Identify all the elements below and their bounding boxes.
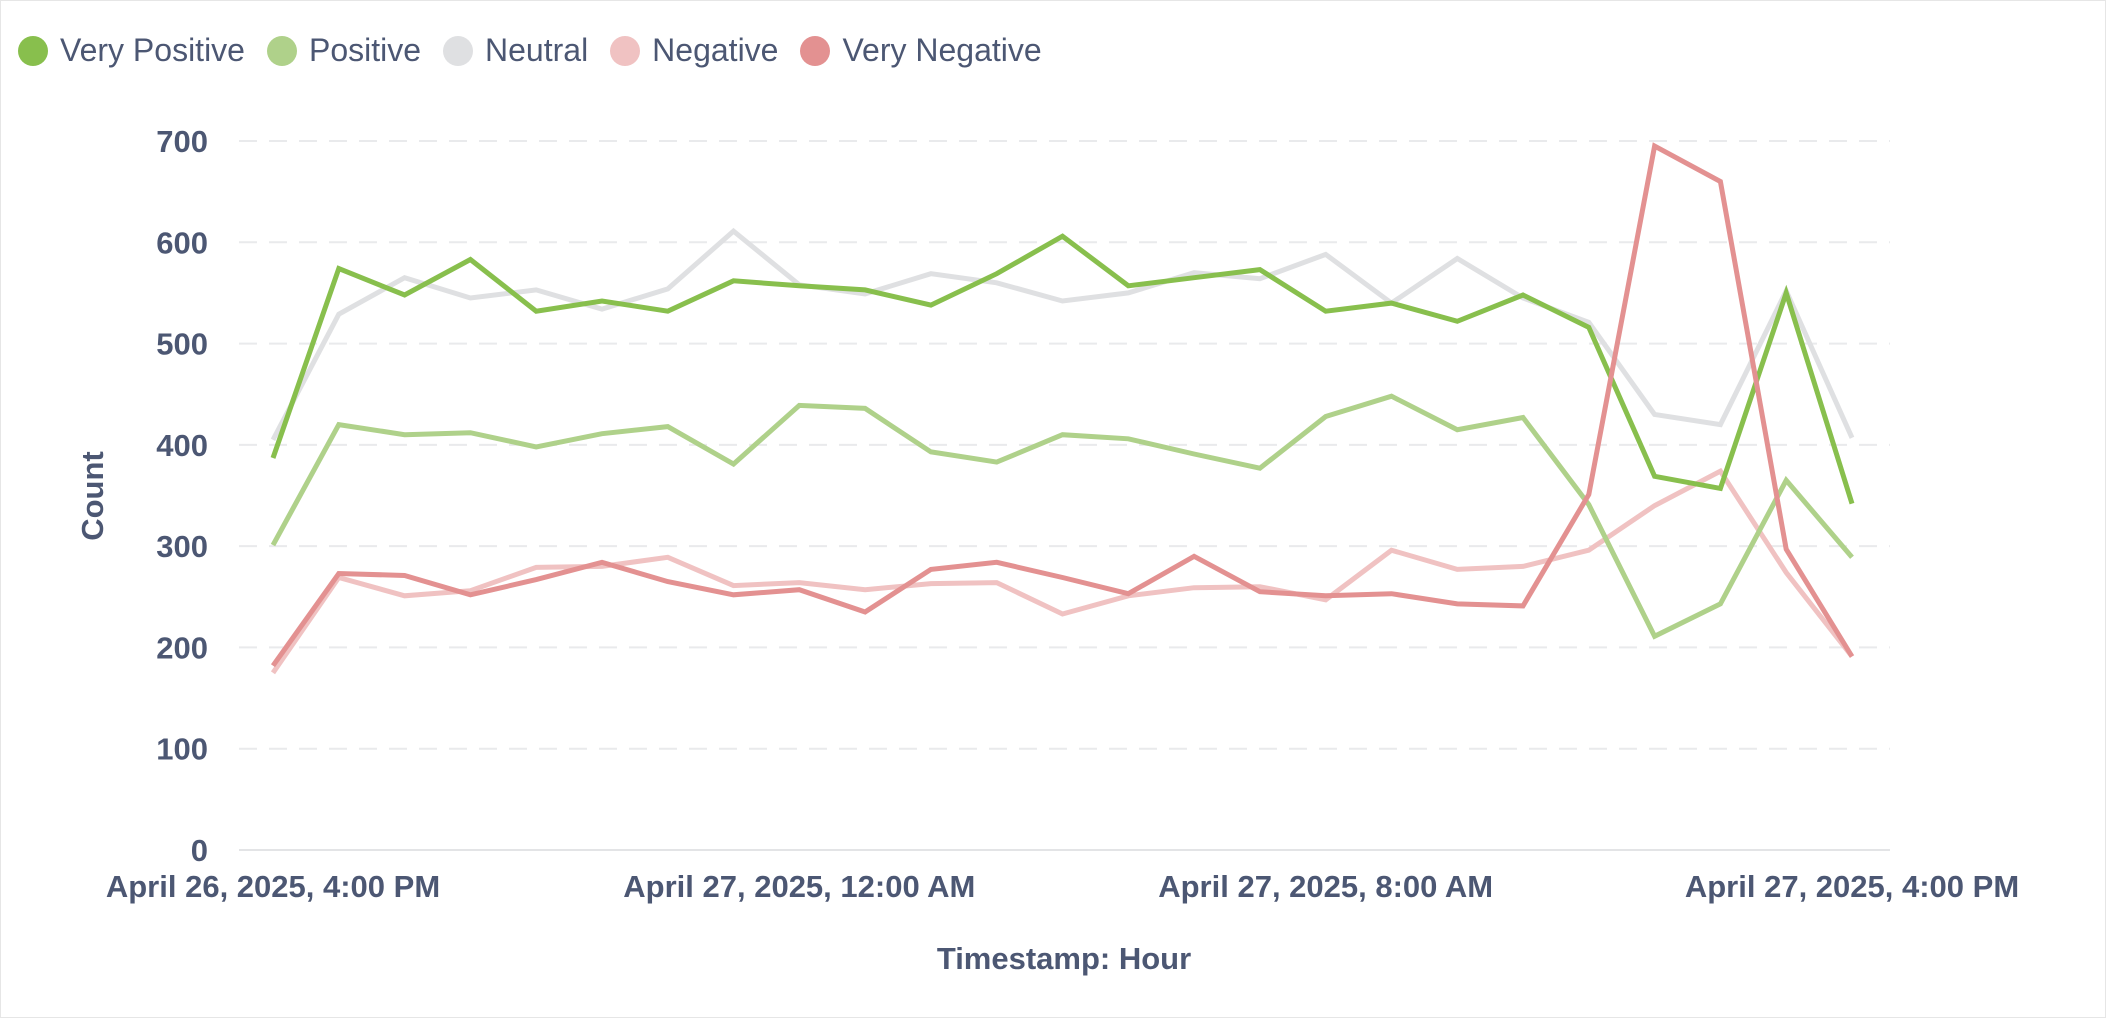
series-very-negative (270, 142, 1855, 668)
legend-label: Neutral (485, 32, 589, 68)
legend-dot-icon (800, 35, 831, 66)
legend-dot-icon (18, 35, 48, 66)
y-tick-label: 700 (156, 124, 208, 159)
series-line (270, 467, 1854, 675)
legend: Very Positive Positive Neutral Negative Very… (18, 32, 1064, 69)
legend-item[interactable]: Very Negative (800, 32, 1042, 69)
y-tick-label: 500 (156, 327, 208, 362)
x-tick-label: April 27, 2025, 8:00 AM (1158, 869, 1493, 904)
series-negative (270, 467, 1854, 675)
x-axis-title: Timestamp: Hour (937, 941, 1191, 976)
legend-item[interactable]: Very Positive (18, 32, 245, 69)
y-tick-label: 300 (156, 529, 208, 564)
legend-label: Very Negative (842, 32, 1042, 68)
legend-dot-icon (443, 35, 474, 66)
y-axis-title: Count (75, 451, 110, 541)
y-tick-label: 600 (156, 225, 208, 260)
y-tick-label: 100 (156, 732, 208, 767)
legend-label: Positive (308, 32, 422, 68)
series-positive (270, 393, 1854, 640)
y-tick-label: 400 (156, 428, 208, 463)
legend-label: Negative (652, 32, 779, 68)
legend-dot-icon (266, 35, 297, 66)
legend-dot-icon (610, 35, 641, 66)
x-tick-label: April 27, 2025, 4:00 PM (1685, 869, 2019, 904)
series-very-positive (270, 233, 1855, 505)
series-line (270, 233, 1855, 505)
legend-item[interactable]: Negative (610, 32, 778, 69)
series-line (270, 227, 1855, 441)
y-tick-label: 200 (156, 630, 208, 665)
series-line (270, 393, 1854, 640)
legend-item[interactable]: Neutral (443, 32, 588, 69)
y-tick-label: 0 (191, 833, 208, 868)
x-tick-label: April 26, 2025, 4:00 PM (106, 869, 440, 904)
legend-item[interactable]: Positive (266, 32, 422, 69)
x-tick-label: April 27, 2025, 12:00 AM (623, 869, 975, 904)
legend-label: Very Positive (60, 32, 245, 68)
series-line (270, 142, 1855, 668)
series-neutral (270, 227, 1855, 441)
